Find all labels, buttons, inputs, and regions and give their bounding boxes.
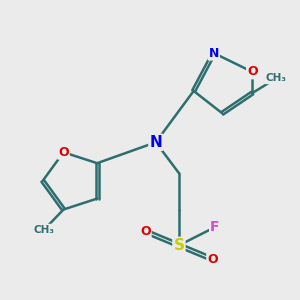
Text: N: N: [149, 135, 162, 150]
Text: F: F: [210, 220, 220, 234]
Text: N: N: [208, 46, 219, 60]
Text: O: O: [58, 146, 69, 159]
Text: CH₃: CH₃: [34, 225, 55, 235]
Text: O: O: [247, 65, 258, 78]
Text: O: O: [140, 225, 151, 238]
Text: CH₃: CH₃: [266, 73, 287, 83]
Text: O: O: [207, 253, 218, 266]
Text: S: S: [173, 238, 184, 253]
